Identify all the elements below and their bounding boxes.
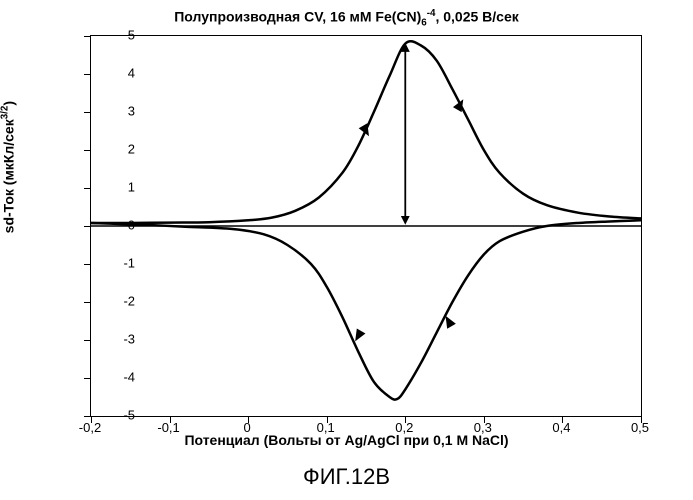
x-tick-label: 0,1	[301, 420, 351, 435]
plot-area	[90, 35, 642, 417]
x-tick-label: 0,3	[458, 420, 508, 435]
y-tick-label: -3	[95, 332, 135, 347]
y-tick-mark	[84, 150, 91, 151]
y-tick-mark	[84, 378, 91, 379]
y-tick-mark	[84, 226, 91, 227]
y-tick-mark	[84, 264, 91, 265]
y-tick-label: 0	[95, 218, 135, 233]
y-tick-label: -4	[95, 370, 135, 385]
x-tick-label: 0,5	[615, 420, 665, 435]
x-tick-label: 0	[222, 420, 272, 435]
y-tick-mark	[84, 416, 91, 417]
y-tick-label: 3	[95, 104, 135, 119]
ylabel-sup: 3/2	[0, 106, 11, 120]
x-tick-label: -0,1	[144, 420, 194, 435]
y-tick-mark	[84, 112, 91, 113]
title-suffix: , 0,025 В/сек	[435, 9, 518, 25]
y-tick-label: -1	[95, 256, 135, 271]
x-tick-label: 0,2	[379, 420, 429, 435]
ylabel-suffix: )	[0, 101, 16, 106]
y-tick-label: -2	[95, 294, 135, 309]
y-tick-mark	[84, 36, 91, 37]
chart-title: Полупроизводная CV, 16 мМ Fe(CN)6-4, 0,0…	[0, 8, 693, 28]
y-axis-label: sd-Ток (мкКл/сек3/2)	[0, 101, 16, 233]
y-tick-label: 4	[95, 66, 135, 81]
figure-label: ФИГ.12B	[0, 464, 693, 490]
y-tick-mark	[84, 74, 91, 75]
y-tick-label: 5	[95, 28, 135, 43]
x-tick-label: 0,4	[536, 420, 586, 435]
y-tick-mark	[84, 340, 91, 341]
title-prefix: Полупроизводная CV, 16 мМ Fe(CN)	[174, 9, 421, 25]
y-tick-label: 2	[95, 142, 135, 157]
lower-curve	[91, 220, 641, 399]
y-tick-mark	[84, 188, 91, 189]
plot-svg	[91, 36, 641, 416]
y-tick-label: 1	[95, 180, 135, 195]
x-tick-label: -0,2	[65, 420, 115, 435]
chart-container: Полупроизводная CV, 16 мМ Fe(CN)6 -4 , 0,0…	[0, 0, 693, 500]
direction-arrow-icon	[359, 123, 374, 138]
ylabel-prefix: sd-Ток (мкКл/сек	[0, 119, 16, 233]
y-tick-mark	[84, 302, 91, 303]
title-sub: 6	[421, 17, 426, 28]
direction-arrow-icon	[453, 97, 468, 112]
